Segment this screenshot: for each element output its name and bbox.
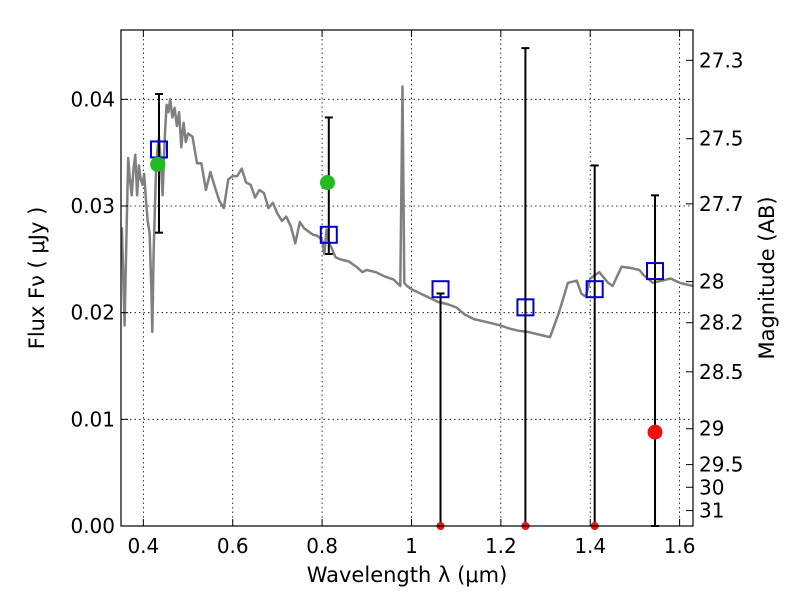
plot-area — [120, 47, 694, 530]
x-tick-label: 0.4 — [127, 534, 159, 558]
grid-lines — [121, 30, 693, 526]
magnitude-tick-label: 30 — [699, 475, 724, 499]
y-tick-label: 0.01 — [70, 407, 115, 431]
right-axis-label: Magnitude (AB) — [755, 196, 779, 359]
upper-limit-point — [647, 424, 663, 440]
magnitude-tick-label: 27.3 — [699, 48, 744, 72]
magnitude-tick-label: 28.2 — [699, 311, 744, 335]
magnitude-tick-label: 28 — [699, 270, 724, 294]
y-axis-label: Flux Fν ( μJy ) — [25, 207, 49, 350]
x-tick-label: 1.4 — [574, 534, 606, 558]
x-tick-label: 0.8 — [306, 534, 338, 558]
model-photometry-square — [585, 280, 604, 299]
magnitude-tick-label: 28.5 — [699, 360, 744, 384]
model-sed-line — [120, 85, 694, 339]
model-photometry-square — [516, 298, 535, 317]
detection-point — [150, 156, 166, 172]
y-tick-label: 0.03 — [70, 194, 115, 218]
x-tick-label: 0.6 — [217, 534, 249, 558]
magnitude-tick-label: 27.5 — [699, 127, 744, 151]
magnitude-tick-label: 27.7 — [699, 192, 744, 216]
x-tick-label: 1 — [405, 534, 418, 558]
x-axis-label: Wavelength λ (μm) — [307, 563, 508, 587]
y-tick-label: 0.02 — [70, 301, 115, 325]
magnitude-tick-label: 31 — [699, 499, 724, 523]
detection-point — [319, 175, 335, 191]
model-photometry-square — [319, 225, 338, 244]
y-tick-label: 0.04 — [70, 87, 115, 111]
x-tick-label: 1.2 — [485, 534, 517, 558]
plot-frame — [120, 29, 694, 527]
axis-ticks: 0.4 0.6 0.8 1 1.2 1.4 1.6 0.00 0.01 0.02 0.03 0.04 2… — [70, 30, 744, 558]
magnitude-tick-label: 29.5 — [699, 453, 744, 477]
model-photometry-square — [431, 280, 450, 299]
x-tick-label: 1.6 — [664, 534, 696, 558]
model-photometry-square — [646, 262, 665, 281]
y-tick-label: 0.00 — [70, 514, 115, 538]
magnitude-tick-label: 29 — [699, 417, 724, 441]
